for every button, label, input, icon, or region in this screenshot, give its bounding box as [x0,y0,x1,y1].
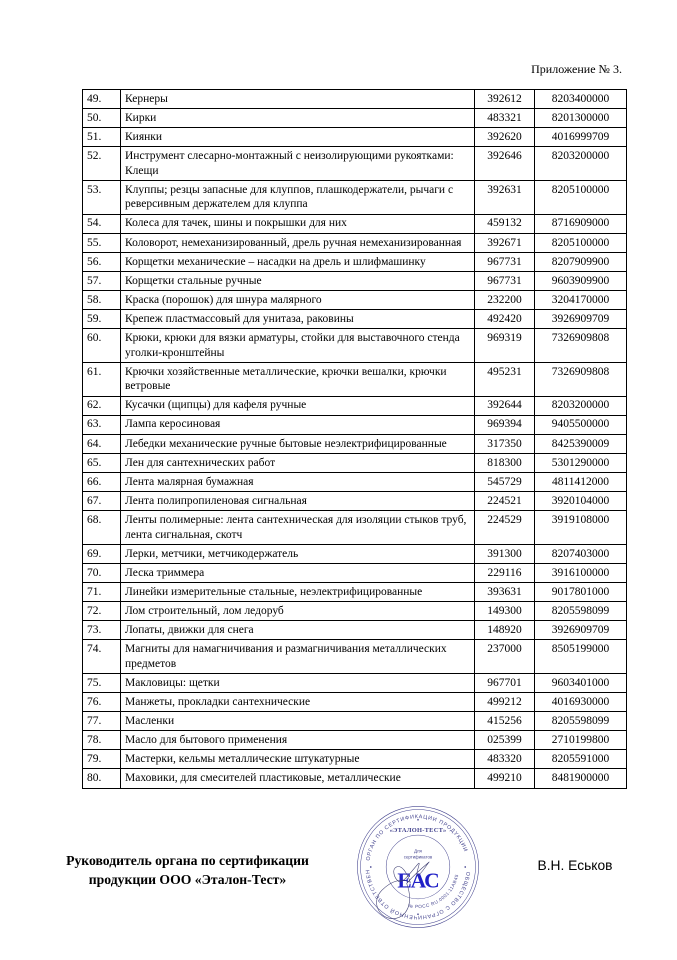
svg-text:«ЭТАЛОН-ТЕСТ»: «ЭТАЛОН-ТЕСТ» [389,827,446,834]
svg-text:Для: Для [414,848,422,853]
svg-text:сертификатов: сертификатов [403,854,432,859]
